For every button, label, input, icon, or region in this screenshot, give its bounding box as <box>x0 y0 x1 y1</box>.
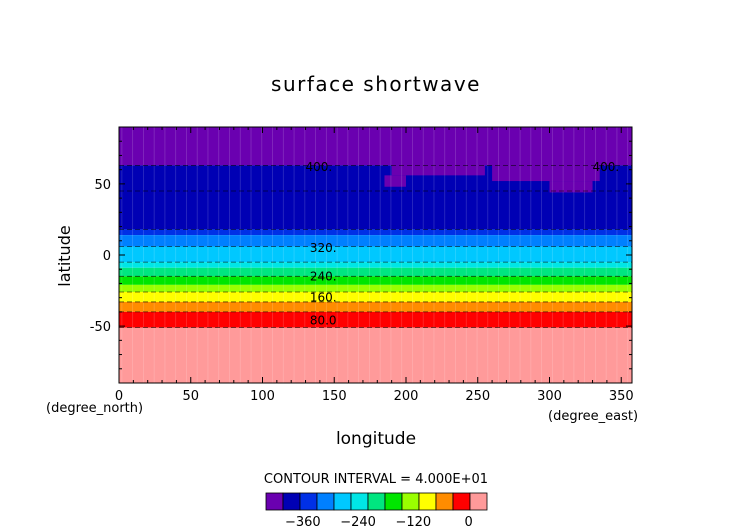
colorbar-tick-label: −360 <box>285 515 321 530</box>
colorbar-tick-label: −120 <box>395 515 431 530</box>
colorbar-swatch <box>316 492 335 511</box>
x-tick-label: 50 <box>182 389 199 404</box>
colorbar-swatch <box>350 492 369 511</box>
colorbar-swatch <box>418 492 437 511</box>
colorbar-swatch <box>384 492 403 511</box>
x-tick-label: 250 <box>465 389 490 404</box>
grid-striations <box>121 127 629 383</box>
heatmap-band <box>119 229 632 236</box>
heatmap-patch <box>549 181 593 193</box>
colorbar-swatch <box>299 492 318 511</box>
colorbar-swatch <box>333 492 352 511</box>
x-tick-label: 350 <box>609 389 634 404</box>
colorbar-tick-label: −240 <box>340 515 376 530</box>
colorbar-swatch <box>282 492 301 511</box>
x-axis-label: longitude <box>336 429 416 449</box>
colorbar-swatch <box>265 492 284 511</box>
contour-interval-text: CONTOUR INTERVAL = 4.000E+01 <box>264 472 488 487</box>
heatmap-band <box>119 235 632 247</box>
y-axis-unit: (degree_north) <box>46 401 143 416</box>
heatmap-band <box>119 311 632 328</box>
heatmap-patch <box>384 175 406 187</box>
contour-label: 240. <box>310 269 337 283</box>
heatmap-band <box>119 246 632 263</box>
heatmap-band <box>119 327 632 383</box>
colorbar-tick-label: 0 <box>464 515 472 530</box>
heatmap-band <box>119 267 632 277</box>
contour-label: 400. <box>306 160 333 174</box>
heatmap-patch <box>391 163 485 176</box>
colorbar-swatch <box>452 492 471 511</box>
heatmap-band <box>119 284 632 292</box>
x-tick-label: 300 <box>537 389 562 404</box>
contour-label: 80.0 <box>310 313 337 327</box>
y-axis-label: latitude <box>55 225 74 286</box>
heatmap-band <box>119 301 632 312</box>
x-tick-label: 200 <box>394 389 419 404</box>
heatmap-patch <box>492 163 600 182</box>
heatmap-band <box>119 291 632 302</box>
plot-area: 400. 400. 320. 240. 160. 80.0 0 50 100 150 200 250 3… <box>90 126 634 404</box>
heatmap-band <box>119 127 632 166</box>
colorbar-swatch <box>367 492 386 511</box>
contour-label: 400. <box>593 160 620 174</box>
x-tick-label: 100 <box>250 389 275 404</box>
colorbar-swatch <box>469 492 488 511</box>
contour-label: 160. <box>310 291 337 305</box>
heatmap-band <box>119 276 632 285</box>
colorbar-swatch <box>435 492 454 511</box>
heatmap-band <box>119 262 632 268</box>
chart-title: surface shortwave <box>271 72 481 96</box>
contour-label: 320. <box>310 241 337 255</box>
y-tick-label: 0 <box>103 249 111 264</box>
x-tick-label: 0 <box>115 389 123 404</box>
y-tick-label: -50 <box>90 320 111 335</box>
colorbar-swatch <box>401 492 420 511</box>
y-tick-label: 50 <box>94 178 111 193</box>
x-tick-label: 150 <box>322 389 347 404</box>
x-axis-unit: (degree_east) <box>548 409 638 424</box>
colorbar: −360 −240 −120 0 <box>265 492 488 530</box>
